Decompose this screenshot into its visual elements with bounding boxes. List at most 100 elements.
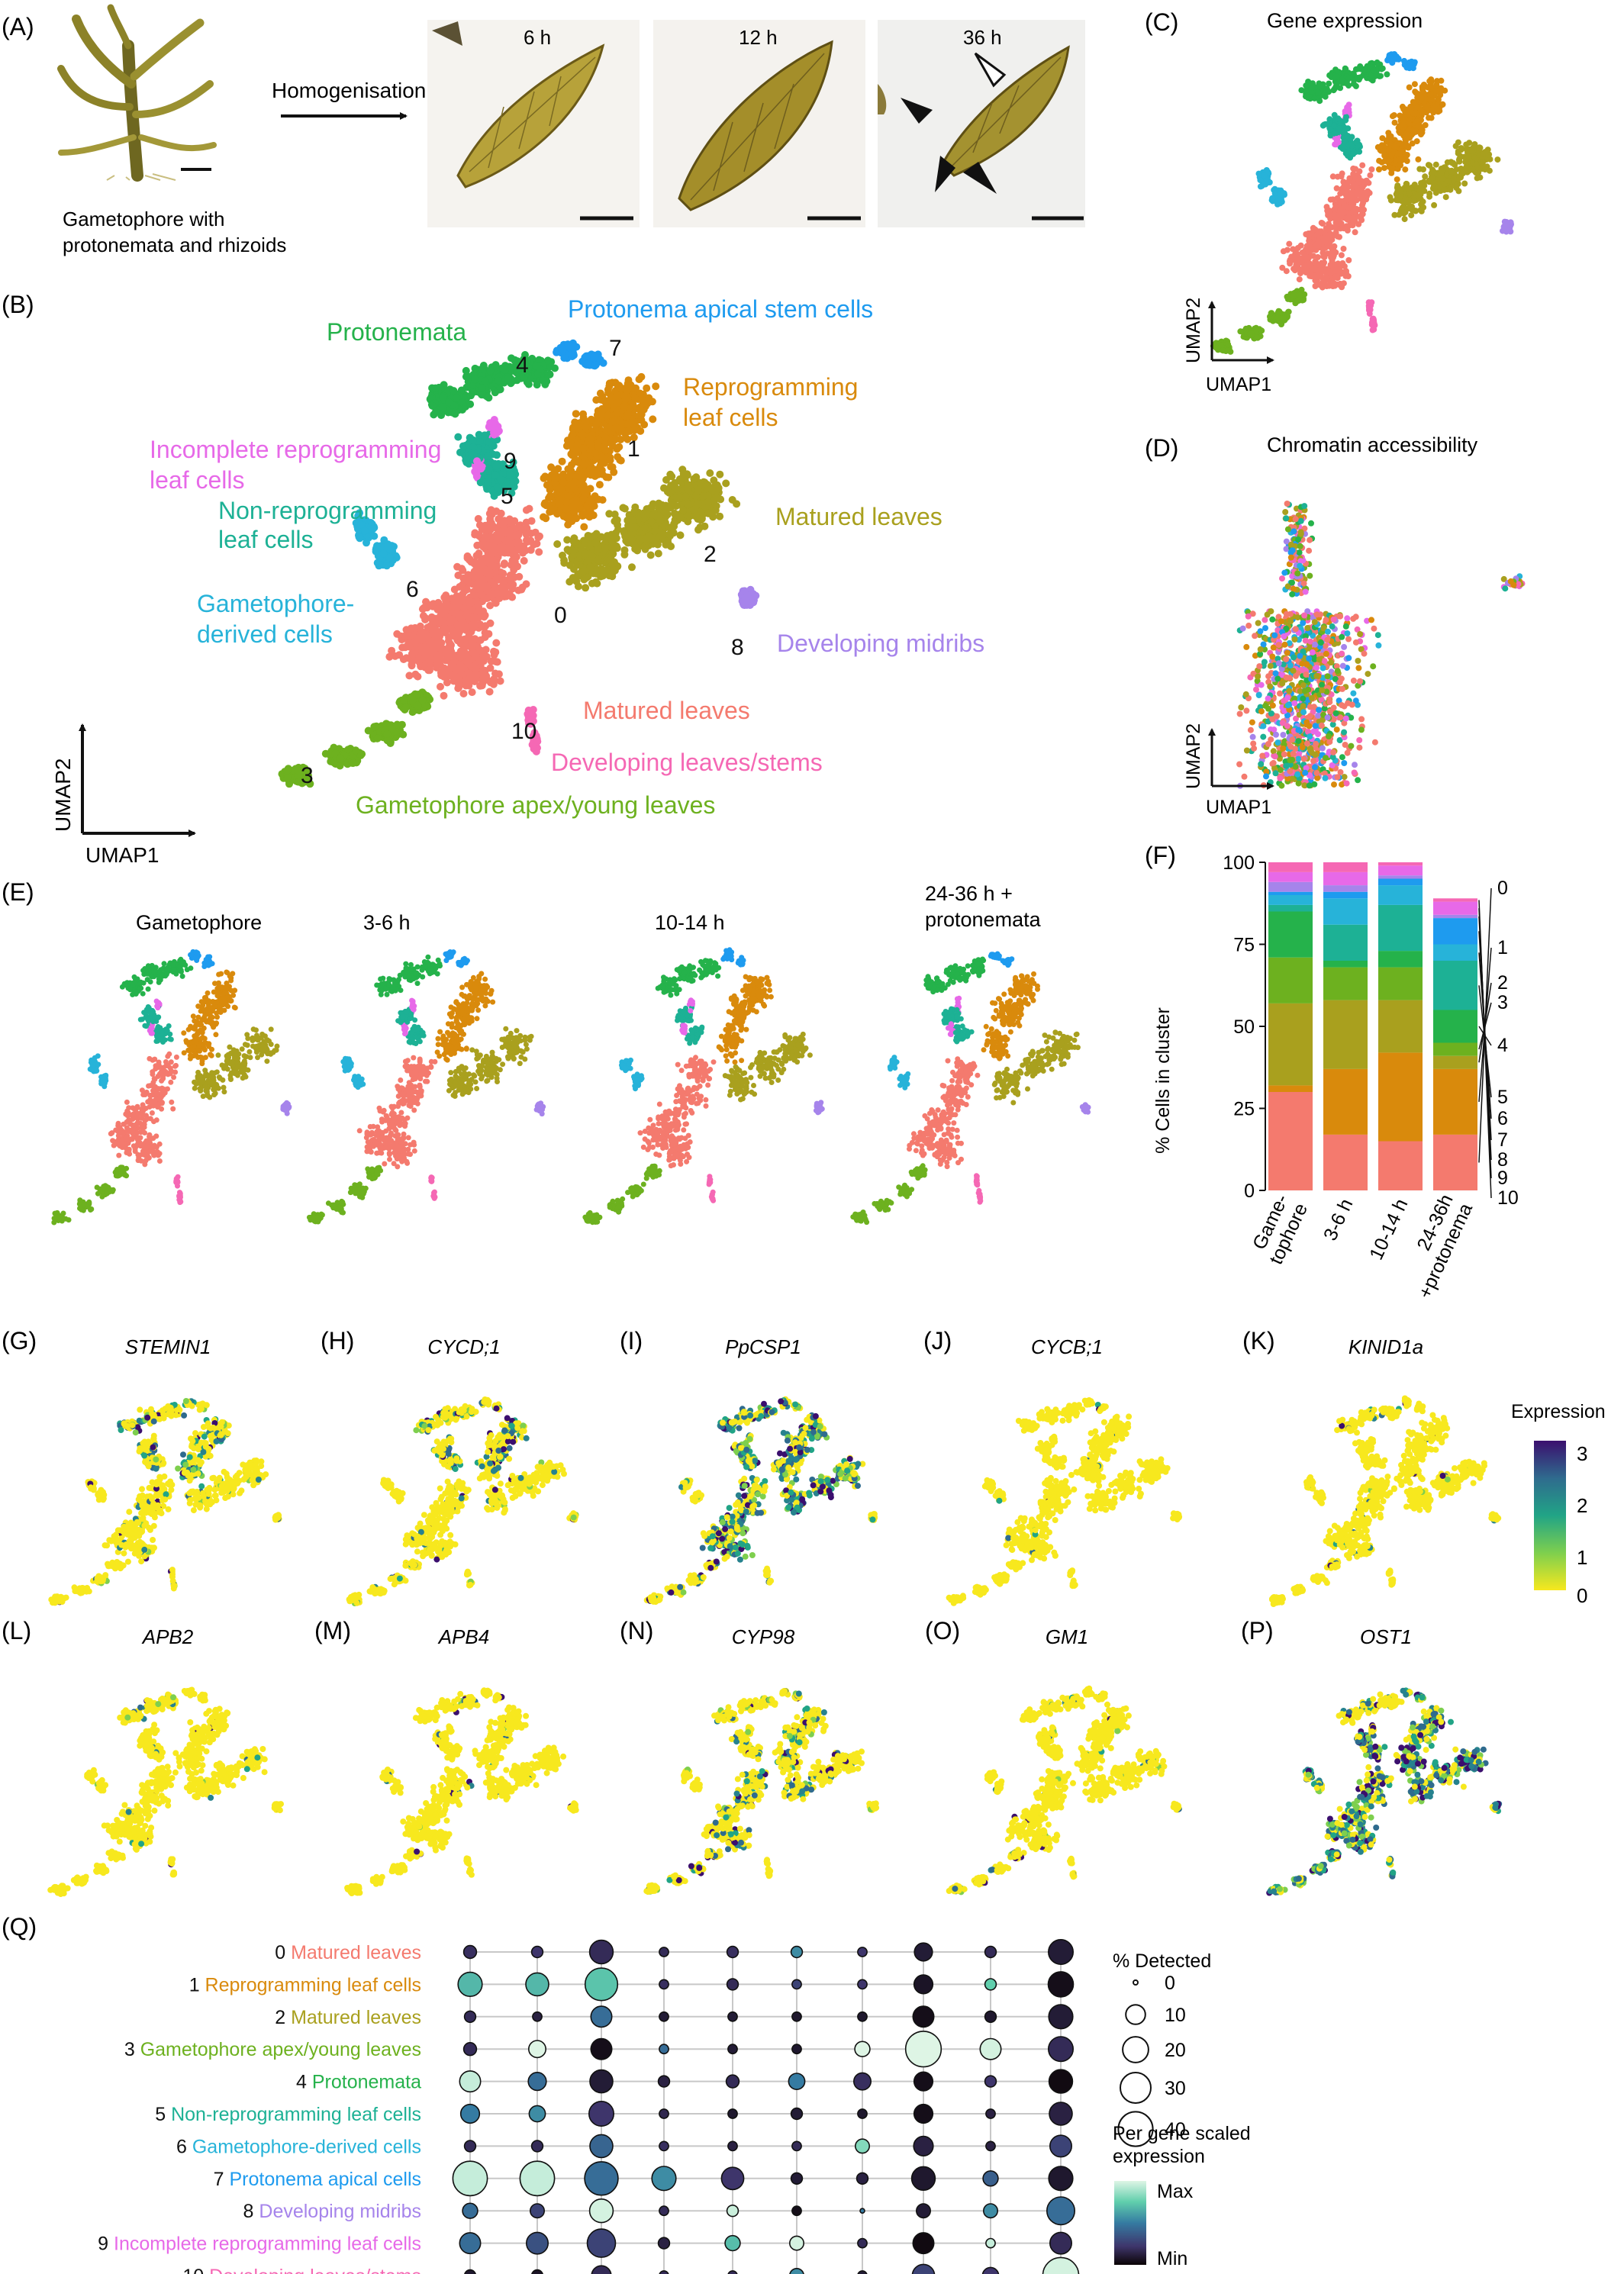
umap-cell-point <box>559 346 567 353</box>
umap-b-y-label: UMAP2 <box>51 759 75 832</box>
umap-cell-point <box>713 502 720 510</box>
umap-cell-point <box>462 456 469 464</box>
umap-cell-point <box>473 457 481 465</box>
umap-cell-point <box>660 485 668 492</box>
timepoint-12h: 12 h <box>739 26 778 49</box>
umap-cell-point <box>733 500 740 507</box>
umap-cell-point <box>462 643 469 650</box>
umap-cell-point <box>690 475 698 483</box>
umap-cell-point <box>475 602 482 610</box>
umap-cell-point <box>560 556 568 564</box>
umap-cell-point <box>585 513 593 520</box>
umap-cell-point <box>436 633 443 640</box>
umap-cell-point <box>462 623 470 631</box>
umap-cell-point <box>504 375 512 383</box>
umap-cell-point <box>473 472 481 480</box>
umap-cell-point <box>647 517 655 525</box>
umap-cell-point <box>580 567 588 575</box>
umap-cell-point <box>659 501 666 509</box>
umap-cell-point <box>626 523 633 530</box>
umap-cell-point <box>492 639 500 647</box>
umap-cell-point <box>623 386 630 394</box>
umap-cell-point <box>715 485 723 492</box>
umap-cell-point <box>582 584 589 591</box>
umap-cell-point <box>582 550 589 558</box>
micrograph-36h <box>878 20 1085 227</box>
umap-cell-point <box>535 548 543 556</box>
umap-cell-point <box>356 533 363 541</box>
umap-cell-point <box>344 746 352 753</box>
umap-cell-point <box>380 550 388 558</box>
label-matured-leaves-bottom: Matured leaves <box>583 697 750 724</box>
umap-cell-point <box>572 478 579 486</box>
umap-cell-point <box>440 394 447 401</box>
umap-cell-point <box>594 546 602 553</box>
umap-cell-point <box>541 501 549 508</box>
umap-cell-point <box>430 649 438 656</box>
umap-cell-point <box>717 495 724 503</box>
timepoint-6h: 6 h <box>524 26 551 49</box>
umap-cell-point <box>566 578 573 585</box>
umap-cell-point <box>456 676 463 684</box>
umap-cell-point <box>591 492 599 500</box>
umap-b-x-label: UMAP1 <box>85 843 159 867</box>
umap-cell-point <box>629 517 636 524</box>
umap-cell-point <box>629 401 636 408</box>
umap-cell-point <box>562 505 570 513</box>
umap-cell-point <box>470 624 478 632</box>
umap-cell-point <box>599 496 607 504</box>
umap-cell-point <box>491 523 499 531</box>
umap-cell-point <box>476 521 484 529</box>
umap-cell-point <box>442 591 450 599</box>
umap-cell-point <box>636 411 643 419</box>
timepoint-36h: 36 h <box>963 26 1002 49</box>
umap-cell-point <box>454 622 462 630</box>
umap-cell-point <box>482 534 489 542</box>
umap-cell-point <box>419 697 427 704</box>
umap-cell-point <box>573 423 581 430</box>
umap-cell-point <box>572 514 580 522</box>
umap-cell-point <box>527 546 535 554</box>
umap-cell-point <box>594 556 602 564</box>
cluster-number: 3 <box>301 763 314 788</box>
umap-cell-point <box>602 397 610 404</box>
umap-cell-point <box>402 704 410 711</box>
umap-cell-point <box>509 585 517 592</box>
micrograph-6h <box>427 20 640 227</box>
umap-cell-point <box>469 641 477 649</box>
cluster-number: 1 <box>627 436 640 462</box>
umap-cell-point <box>415 655 423 662</box>
umap-cell-point <box>1443 194 1449 200</box>
umap-cell-point <box>523 519 530 527</box>
umap-cell-point <box>511 558 519 565</box>
label-protonemata: Protonemata <box>327 318 466 346</box>
umap-cell-point <box>563 536 571 544</box>
umap-cell-point <box>498 510 505 517</box>
cluster-number: 5 <box>501 484 514 509</box>
umap-cell-point <box>647 552 655 559</box>
umap-cell-point <box>656 517 664 524</box>
umap-cell-point <box>474 580 482 588</box>
umap-cell-point <box>437 643 444 650</box>
umap-cell-point <box>446 671 453 678</box>
label-reprogramming-2: leaf cells <box>683 404 778 431</box>
umap-cell-point <box>637 373 645 381</box>
umap-cell-point <box>652 527 659 535</box>
umap-cell-point <box>607 531 615 539</box>
umap-cell-point <box>337 755 344 762</box>
umap-cell-point <box>533 362 540 369</box>
label-incomplete-2: leaf cells <box>150 466 245 494</box>
umap-cell-point <box>476 572 484 579</box>
umap-cell-point <box>506 575 514 582</box>
figure: (A) Gametophore with protonemata and rhi… <box>0 0 1624 2274</box>
umap-cell-point <box>460 690 468 697</box>
umap-cell-point <box>592 396 600 404</box>
label-apical-stem-cells: Protonema apical stem cells <box>568 295 873 323</box>
umap-cell-point <box>583 574 591 581</box>
umap-cell-point <box>361 527 369 535</box>
umap-cell-point <box>457 636 465 643</box>
umap-cell-point <box>443 679 451 687</box>
umap-cell-point <box>597 390 604 398</box>
umap-cell-point <box>495 377 502 385</box>
label-nonreprogramming: Non-reprogramming <box>218 497 437 524</box>
